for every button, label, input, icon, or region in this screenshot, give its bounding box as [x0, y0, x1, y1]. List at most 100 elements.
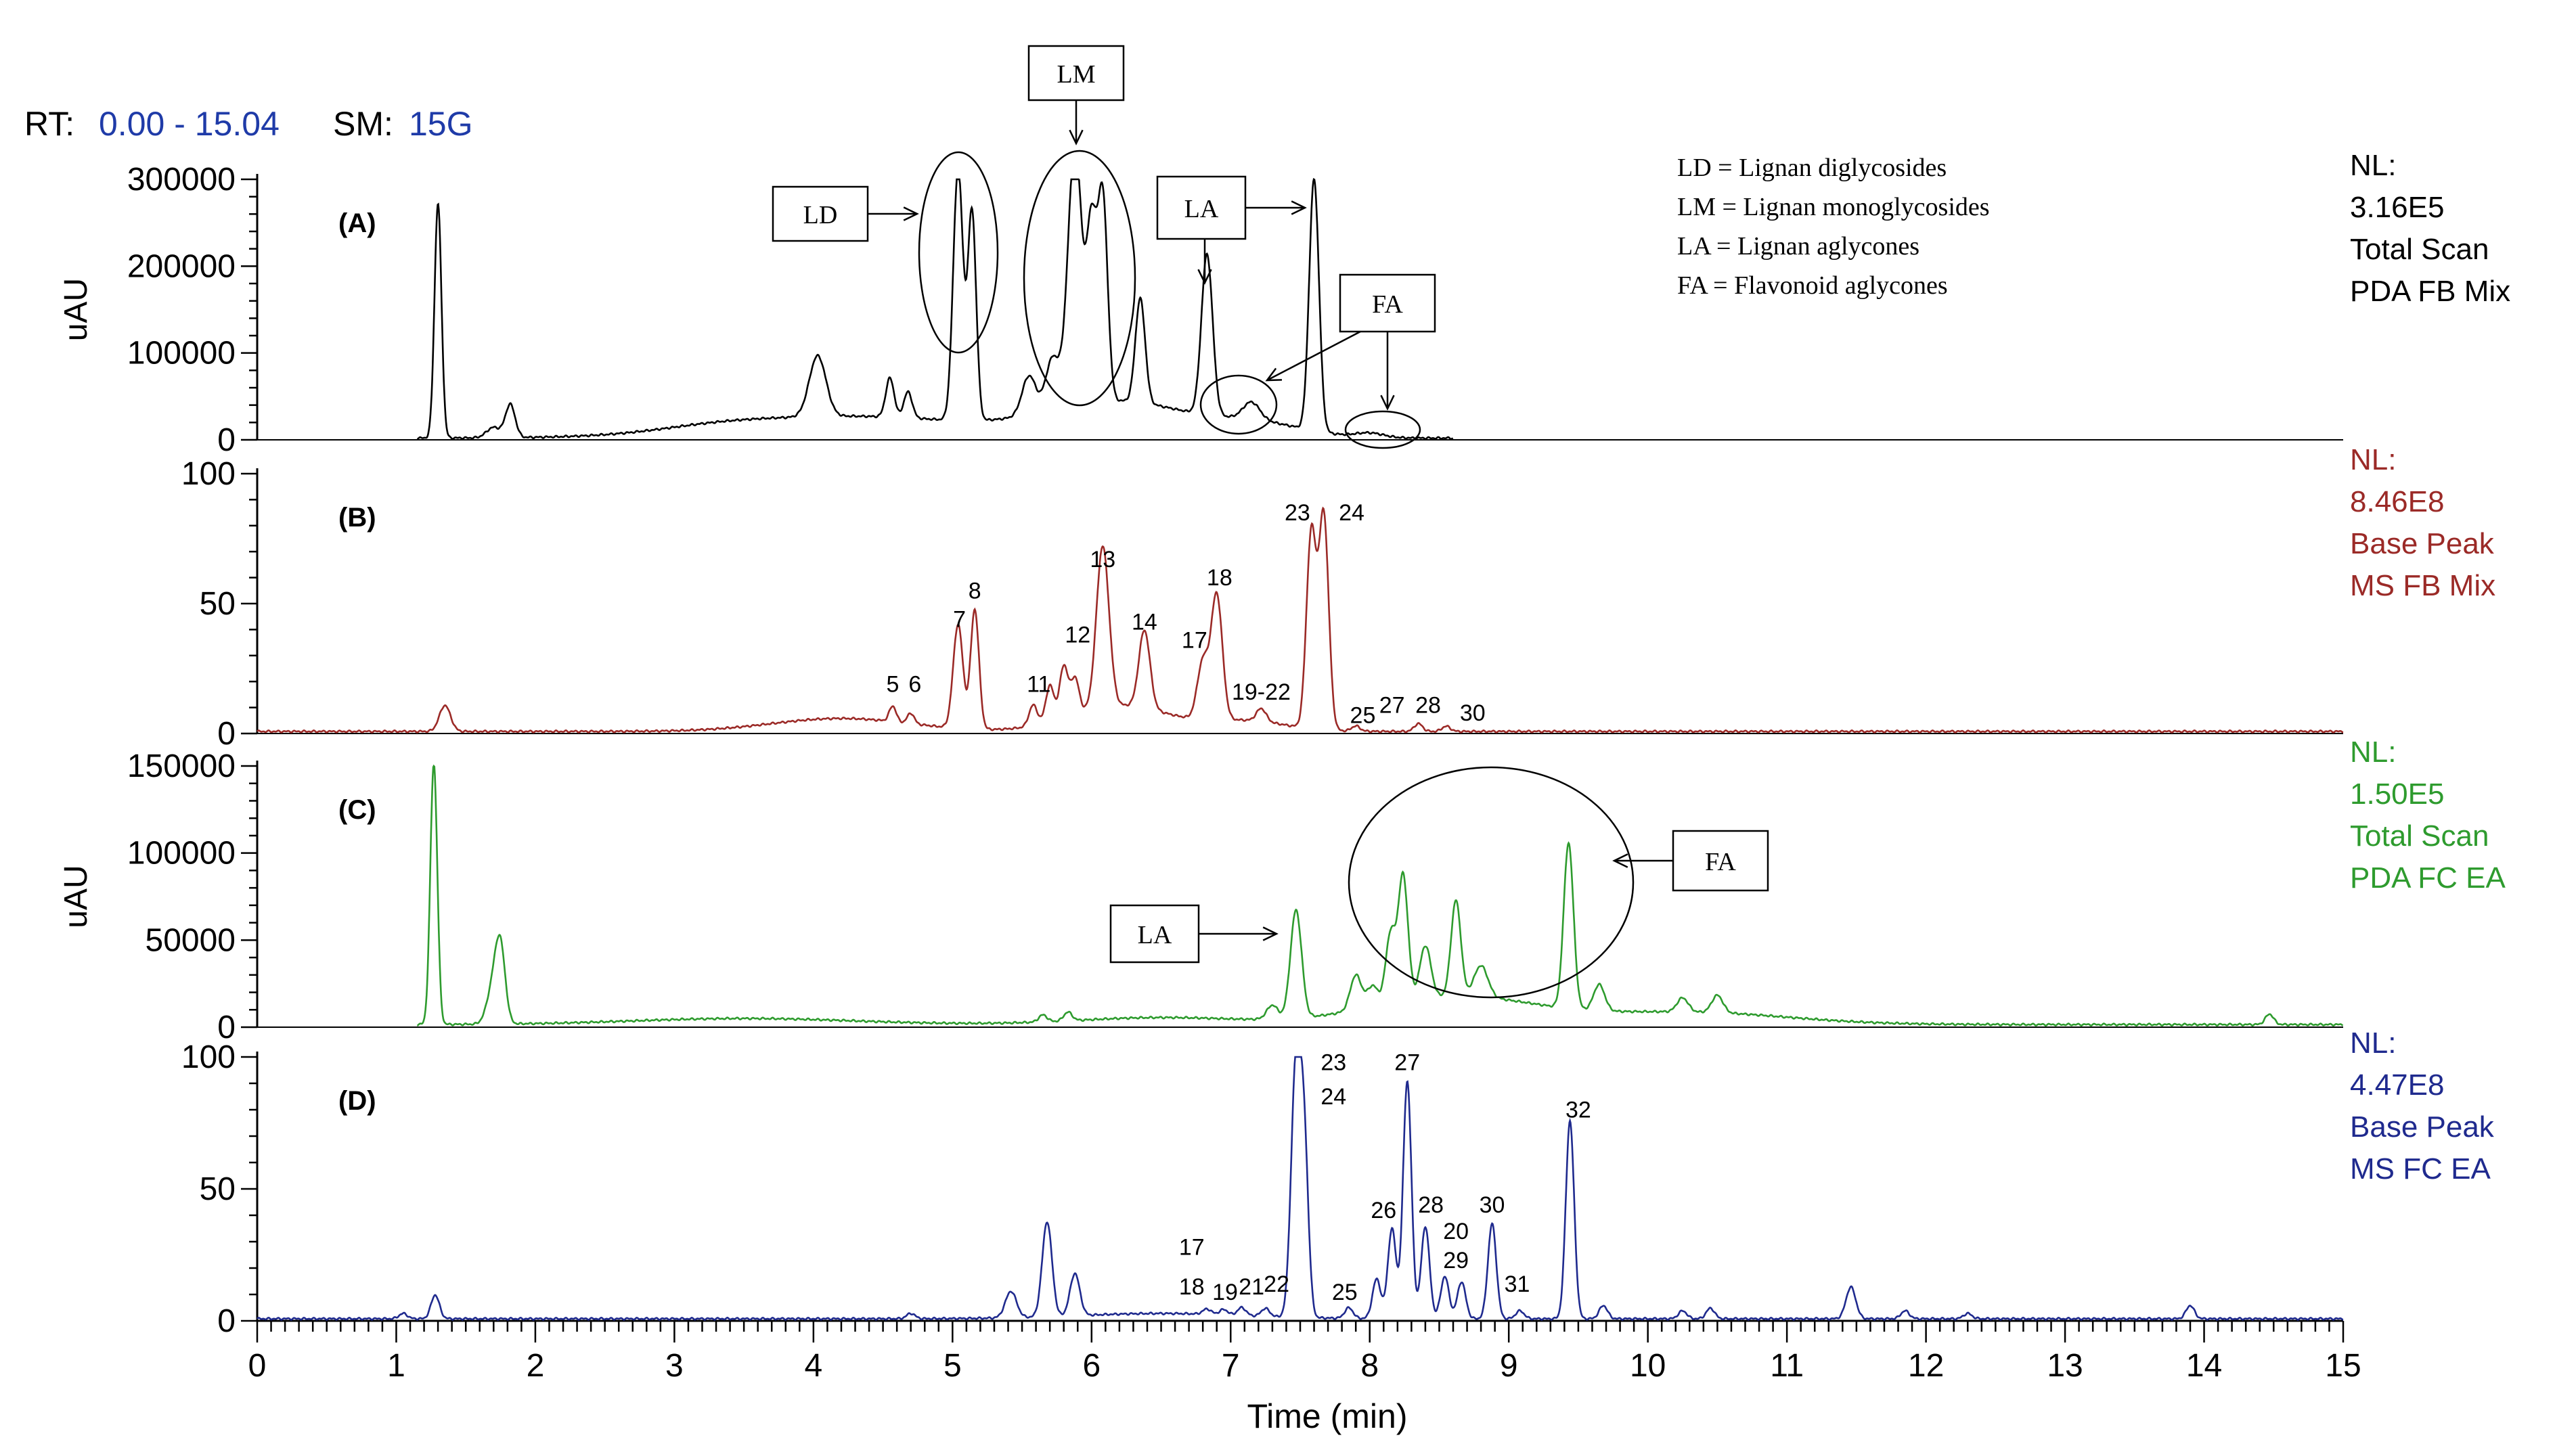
x-tick-label: 13: [2047, 1348, 2083, 1384]
panel-A: 0 100000 200000 300000 uAU (A) NL: 3.16E5 Total …: [58, 149, 2510, 458]
y-tick-label: 0: [217, 422, 236, 458]
peak-label-13: 13: [1090, 547, 1115, 572]
y-tick-label: 100: [181, 1039, 236, 1075]
x-tick-label: 9: [1500, 1348, 1518, 1384]
peak-label-27: 27: [1394, 1050, 1420, 1076]
y-tick-label: 0: [217, 1303, 236, 1339]
nl-text: NL:: [2350, 443, 2396, 476]
nl-text: 8.46E8: [2350, 485, 2444, 518]
peak-label-27: 27: [1379, 692, 1405, 718]
annotation-label: LA: [1138, 921, 1172, 949]
annotation-box: [1027, 45, 1125, 101]
x-tick-label: 15: [2325, 1348, 2361, 1384]
y-tick-label: 0: [217, 1010, 236, 1045]
peak-label-28: 28: [1418, 1192, 1444, 1218]
peak-label-20: 20: [1443, 1219, 1469, 1244]
peak-label-32: 32: [1565, 1098, 1591, 1123]
peak-label-14: 14: [1132, 609, 1157, 635]
y-tick-label: 200000: [127, 248, 236, 284]
sm-value: 15G: [409, 105, 473, 143]
annotation-box: [1156, 175, 1247, 240]
x-tick-label: 2: [527, 1348, 545, 1384]
peak-label-21: 21: [1239, 1274, 1264, 1300]
y-tick-label: 0: [217, 716, 236, 752]
arrow-head: [1265, 367, 1283, 382]
panel-B: 0 50 100 (B) NL: 8.46E8 Base Peak MS FB Mix 5 6 78…: [181, 443, 2495, 752]
sm-label: SM:: [333, 105, 393, 143]
x-tick-label: 8: [1360, 1348, 1379, 1384]
peak-label-25: 25: [1332, 1280, 1358, 1305]
nl-text: NL:: [2350, 736, 2396, 769]
legend-entry-2: LA = Lignan aglycones: [1677, 232, 1919, 261]
x-tick-label: 14: [2186, 1348, 2222, 1384]
annotation-ellipse: [1344, 410, 1421, 449]
legend-entry-3: FA = Flavonoid aglycones: [1677, 271, 1948, 300]
peak-label-29: 29: [1443, 1248, 1469, 1273]
nl-text: Base Peak: [2350, 527, 2495, 560]
nl-text: 1.50E5: [2350, 777, 2444, 811]
nl-text: MS FC EA: [2350, 1152, 2491, 1186]
peak-label-12: 12: [1065, 623, 1090, 648]
nl-text: Total Scan: [2350, 819, 2489, 853]
trace-C: [417, 764, 2344, 1027]
y-tick-label: 50: [200, 586, 236, 622]
nl-text: PDA FB Mix: [2350, 275, 2510, 308]
peak-label-18: 18: [1179, 1274, 1205, 1300]
y-axis-label: uAU: [58, 865, 94, 928]
x-tick-label: 10: [1630, 1348, 1666, 1384]
nl-text: Total Scan: [2350, 233, 2489, 266]
peak-label-11: 11: [1027, 672, 1050, 698]
legend-entry-1: LM = Lignan monoglycosides: [1677, 193, 1990, 221]
annotation-label: LD: [803, 201, 838, 229]
trace-B: [257, 506, 2344, 734]
x-tick-label: 5: [943, 1348, 962, 1384]
nl-text: NL:: [2350, 149, 2396, 182]
peak-label-28: 28: [1415, 692, 1441, 718]
rt-value: 0.00 - 15.04: [99, 105, 280, 143]
y-tick-label: 100: [181, 456, 236, 492]
nl-text: PDA FC EA: [2350, 861, 2506, 895]
annotation-label: FA: [1372, 290, 1403, 319]
peak-label-22: 22: [1264, 1271, 1289, 1297]
peak-label-5: 5: [887, 672, 900, 698]
nl-text: 4.47E8: [2350, 1068, 2444, 1102]
x-tick-label: 12: [1908, 1348, 1944, 1384]
peak-label-30: 30: [1480, 1192, 1505, 1218]
annotation-ellipse: [1348, 766, 1635, 999]
arrow-line: [1266, 330, 1361, 382]
x-tick-label: 1: [387, 1348, 405, 1384]
panel-C: 0 50000 100000 150000 uAU (C) NL: 1.50E5 Total S…: [58, 736, 2506, 1045]
y-tick-label: 300000: [127, 162, 236, 198]
peak-label-18: 18: [1207, 565, 1233, 591]
arrow-head: [1380, 394, 1395, 411]
annotation-box: [772, 185, 869, 242]
peak-label-26: 26: [1371, 1198, 1396, 1223]
peak-label-30: 30: [1460, 700, 1486, 726]
legend-entry-0: LD = Lignan diglycosides: [1677, 154, 1947, 182]
panel-label: (A): [338, 208, 376, 238]
arrow-head: [1612, 853, 1628, 868]
x-tick-label: 6: [1082, 1348, 1101, 1384]
trace-A: [416, 178, 1454, 441]
arrow-head: [1069, 129, 1084, 145]
annotation-ellipse: [1023, 150, 1136, 407]
peak-label-23: 23: [1285, 500, 1310, 526]
rt-label: RT:: [24, 105, 74, 143]
panel-label: (B): [338, 503, 376, 533]
x-tick-label: 0: [248, 1348, 267, 1384]
y-tick-label: 50000: [146, 922, 236, 958]
peak-label-19: 19: [1212, 1280, 1238, 1305]
arrow-head: [903, 206, 919, 221]
x-tick-label: 4: [805, 1348, 823, 1384]
annotation-ellipse: [918, 151, 999, 354]
peak-label-19-22: 19-22: [1232, 679, 1291, 705]
annotation-label: LM: [1057, 60, 1096, 89]
peak-label-24: 24: [1320, 1084, 1346, 1110]
x-axis-label: Time (min): [1247, 1397, 1407, 1435]
panel-label: (D): [338, 1086, 376, 1116]
nl-text: NL:: [2350, 1026, 2396, 1060]
y-tick-label: 100000: [127, 836, 236, 872]
nl-text: MS FB Mix: [2350, 569, 2495, 602]
panel-label: (C): [338, 795, 376, 825]
